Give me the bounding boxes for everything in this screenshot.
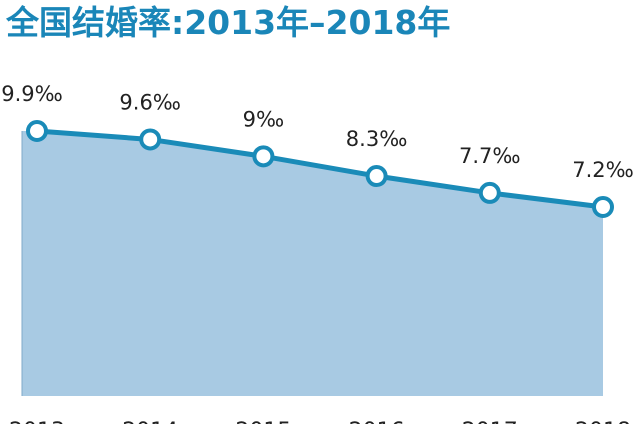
value-label: 7.2‰ [572,158,634,182]
area [22,131,603,396]
point [26,120,48,142]
x-tick-label: 2015 [235,419,291,424]
value-label: 9.6‰ [119,90,181,114]
point [139,128,162,151]
value-label: 8.3‰ [346,127,408,151]
x-tick-label: 2018 [575,419,631,424]
point [592,196,614,218]
point [365,165,388,188]
value-label: 9.9‰ [1,82,63,106]
x-tick-label: 2014 [122,419,178,424]
point [478,181,501,204]
point [252,145,275,168]
x-tick-label: 2016 [349,419,405,424]
x-tick-label: 2013 [9,419,65,424]
value-label: 9‰ [243,107,285,131]
line [36,128,604,210]
value-label: 7.7‰ [459,144,521,168]
chart-title: 全国结婚率:2013年–2018年 [5,3,450,42]
x-tick-label: 2017 [462,419,518,424]
